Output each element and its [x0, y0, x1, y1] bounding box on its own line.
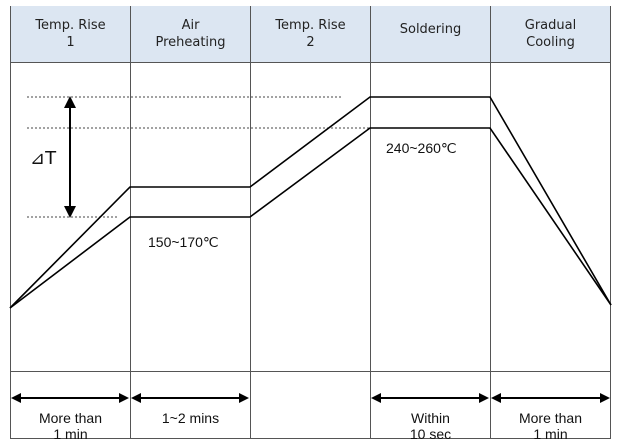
solder-temp-range-label: 240~260℃ — [386, 140, 457, 156]
delta-t-arrowhead-up — [64, 96, 76, 108]
phase-header-gradual-cooling: Gradual Cooling — [491, 6, 610, 62]
phase-header-line1: Air — [181, 18, 200, 33]
phase-header-air-preheating: Air Preheating — [131, 6, 250, 62]
phase-header-line2: 1 — [66, 35, 75, 50]
delta-t-label: ⊿T — [30, 148, 57, 169]
phase-header-line1: Soldering — [399, 22, 462, 37]
phase-header-line2: Preheating — [155, 35, 226, 50]
phase-header-line1: Temp. Rise — [35, 18, 106, 33]
phase-header-temp-rise-2: Temp. Rise 2 — [251, 6, 370, 62]
preheat-temp-range-label: 150~170℃ — [148, 234, 219, 250]
profile-curve-upper — [9, 96, 612, 309]
diagram-frame — [10, 6, 611, 439]
phase-header-line2: 2 — [306, 35, 315, 50]
duration-soldering: Within 10 sec — [371, 410, 490, 442]
profile-curve-lower — [9, 127, 612, 309]
duration-line2: 10 sec — [409, 426, 452, 442]
duration-line1: 1~2 mins — [161, 410, 220, 426]
phase-header-line1: Temp. Rise — [275, 18, 346, 33]
duration-line2: 1 min — [53, 426, 88, 442]
phase-header-line2: Cooling — [526, 35, 575, 50]
duration-preheating: 1~2 mins — [131, 410, 250, 426]
phase-header-soldering: Soldering — [371, 6, 490, 62]
delta-t-arrowhead-down — [64, 206, 76, 218]
duration-arrow-preheating — [131, 393, 249, 403]
duration-temp-rise-1: More than 1 min — [11, 410, 130, 442]
duration-line1: More than — [518, 410, 583, 426]
duration-arrow-soldering — [371, 393, 489, 403]
duration-arrow-temp-rise-1 — [11, 393, 129, 403]
duration-line1: Within — [411, 410, 450, 426]
duration-cooling: More than 1 min — [491, 410, 610, 442]
duration-line2: 1 min — [533, 426, 568, 442]
duration-line1: More than — [38, 410, 103, 426]
duration-arrow-cooling — [491, 393, 610, 403]
phase-header-temp-rise-1: Temp. Rise 1 — [11, 6, 130, 62]
phase-header-line1: Gradual — [524, 18, 577, 33]
